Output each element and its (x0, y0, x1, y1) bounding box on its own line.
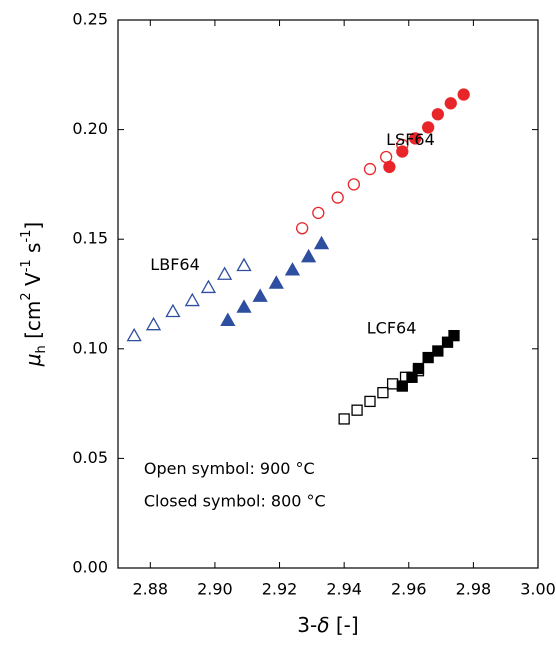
point (432, 345, 444, 357)
axis-label-part: δ (317, 613, 329, 637)
point (422, 351, 434, 364)
axis-label-part: h (34, 345, 49, 353)
point (406, 371, 418, 383)
plot-frame (117, 19, 539, 569)
x-tick-label: 2.90 (197, 580, 233, 599)
point (126, 327, 142, 342)
point (448, 329, 460, 342)
point (444, 97, 457, 110)
y-tick-label: 0.15 (72, 229, 108, 248)
point (363, 162, 377, 176)
point (200, 279, 217, 294)
point (364, 395, 376, 408)
y-tick-label: 0.10 (72, 338, 108, 357)
point (268, 275, 284, 289)
axis-label-part: V (21, 272, 45, 292)
axis-label-part: -1 (19, 230, 34, 243)
point (386, 378, 399, 390)
annotation: LCF64 (367, 319, 417, 338)
axis-label-part: -1 (19, 259, 34, 272)
point (301, 248, 317, 263)
axis-label-part: [-] (330, 613, 359, 637)
annotation: LSF64 (386, 130, 435, 149)
point (236, 257, 252, 272)
point (412, 362, 425, 375)
axis-label-part: 3- (297, 613, 317, 637)
point (457, 88, 470, 101)
point (396, 380, 408, 392)
point (347, 178, 360, 191)
x-tick-label: 2.94 (326, 580, 362, 599)
point (422, 121, 435, 134)
x-tick-label: 3.00 (520, 580, 556, 599)
point (351, 404, 363, 416)
point (338, 413, 350, 425)
axis-label-part: 2 (19, 292, 34, 300)
axis-label-part: s (21, 243, 45, 260)
y-axis-label: μh [cm2 V-1 s-1] (19, 222, 49, 367)
point (377, 386, 389, 399)
annotation: LBF64 (150, 255, 199, 274)
annotation: Open symbol: 900 °C (144, 459, 315, 478)
y-tick-label: 0.05 (72, 448, 108, 467)
point (441, 336, 454, 348)
x-tick-label: 2.96 (391, 580, 427, 599)
point (312, 206, 325, 220)
y-tick-label: 0.00 (72, 558, 108, 577)
point (296, 222, 309, 235)
point (220, 312, 236, 326)
point (431, 108, 444, 121)
x-axis-label: 3-δ [-] (297, 613, 358, 637)
point (236, 299, 252, 313)
axis-label-part: μ (21, 354, 45, 368)
point (217, 266, 233, 280)
axis-label-part: [cm (21, 301, 45, 346)
point (184, 292, 200, 307)
annotation: Closed symbol: 800 °C (144, 492, 326, 511)
point (165, 303, 181, 318)
axis-label-part: ] (21, 222, 45, 230)
x-tick-label: 2.88 (132, 580, 168, 599)
point (396, 145, 409, 158)
y-tick-label: 0.20 (72, 119, 108, 138)
point (284, 262, 301, 276)
point (409, 132, 422, 145)
point (145, 316, 162, 331)
x-tick-label: 2.98 (456, 580, 492, 599)
point (383, 160, 396, 174)
point (313, 235, 330, 250)
point (331, 191, 344, 204)
x-tick-label: 2.92 (262, 580, 298, 599)
y-tick-label: 0.25 (72, 10, 108, 29)
point (252, 288, 268, 302)
